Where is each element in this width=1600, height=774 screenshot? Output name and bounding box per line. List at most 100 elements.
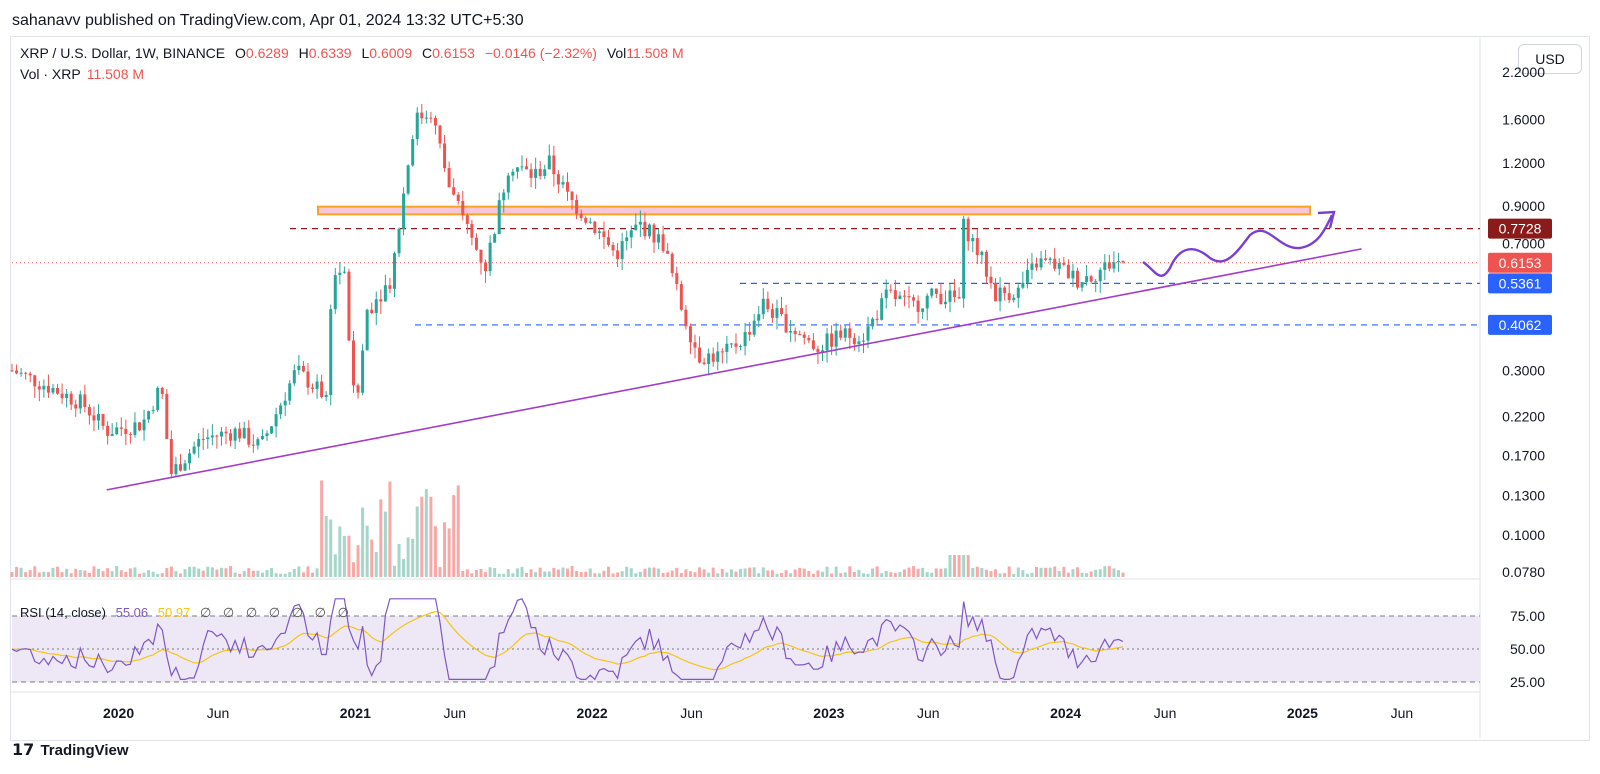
volume-bar	[884, 570, 888, 577]
candle-body	[56, 387, 60, 394]
rsi-label[interactable]: RSI (14, close)	[20, 605, 106, 620]
candle-body	[229, 433, 233, 441]
volume-bar	[1007, 566, 1011, 577]
currency-button[interactable]: USD	[1518, 44, 1582, 74]
volume-bar	[301, 572, 305, 577]
close-value: 0.6153	[432, 45, 475, 61]
resistance-zone	[317, 205, 1311, 216]
volume-bar	[975, 566, 979, 577]
price-tag-label: 0.4062	[1499, 317, 1542, 333]
candle-body	[670, 253, 674, 274]
volume-bar	[447, 528, 451, 577]
price-tick-label: 0.9000	[1502, 198, 1545, 214]
candle-body	[411, 139, 415, 166]
candle-body	[110, 434, 114, 437]
candle-body	[347, 271, 351, 341]
candle-body	[716, 351, 720, 362]
candle-body	[306, 371, 310, 388]
price-tick-label: 0.1000	[1502, 527, 1545, 543]
candle-body	[188, 453, 192, 464]
volume-bar	[1107, 566, 1111, 577]
candle-body	[866, 326, 870, 341]
volume-bar	[1116, 570, 1120, 577]
volume-bar	[69, 573, 73, 577]
volume-bar	[720, 568, 724, 577]
volume-bar	[92, 566, 96, 577]
candle-body	[930, 288, 934, 296]
candle-body	[761, 298, 765, 315]
time-axis-label: 2020	[103, 705, 134, 721]
volume-bar	[128, 568, 132, 577]
volume-bar	[784, 570, 788, 577]
candle-body	[511, 171, 515, 176]
candle-body	[370, 309, 374, 314]
volume-bar	[588, 568, 592, 577]
rsi-level-label: 25.00	[1510, 674, 1545, 690]
candle-body	[629, 230, 633, 238]
volume-bar	[210, 567, 214, 577]
volume-bar	[178, 573, 182, 577]
volume-bar	[260, 572, 264, 577]
candle-body	[811, 340, 815, 349]
candle-body	[934, 288, 938, 294]
candle-body	[830, 333, 834, 347]
price-tick-label: 0.1300	[1502, 488, 1545, 504]
candle-body	[165, 394, 169, 439]
candle-body	[424, 117, 428, 119]
candle-body	[1066, 264, 1070, 279]
volume-bar	[19, 567, 23, 577]
volume-bar	[238, 573, 242, 577]
candle-body	[1103, 262, 1107, 270]
candle-body	[1030, 263, 1034, 270]
volume-bar	[616, 572, 620, 577]
candle-body	[402, 193, 406, 229]
volume-bar	[406, 537, 410, 577]
volume-bar	[871, 568, 875, 577]
candle-body	[912, 297, 916, 301]
candle-body	[611, 244, 615, 251]
volume-bar	[766, 570, 770, 577]
volume-bar	[215, 569, 219, 577]
volume-bar	[716, 573, 720, 577]
candle-body	[593, 221, 597, 233]
symbol-title[interactable]: XRP / U.S. Dollar, 1W, BINANCE	[20, 45, 226, 61]
volume-bar	[597, 573, 601, 577]
candle-body	[429, 117, 433, 119]
volume-bar	[861, 573, 865, 577]
volume-bar	[593, 573, 597, 577]
volume-bar	[329, 519, 333, 577]
candle-body	[156, 387, 160, 411]
volume-bar	[110, 571, 114, 577]
volume-bar	[1057, 571, 1061, 577]
price-tag-label: 0.5361	[1499, 275, 1542, 291]
volume-bar	[948, 555, 952, 577]
volume-bar	[201, 570, 205, 577]
volume-bar	[502, 573, 506, 577]
tradingview-footer[interactable]: 𝟭𝟳 TradingView	[12, 740, 129, 760]
candle-body	[989, 276, 993, 284]
candle-body	[1021, 282, 1025, 288]
volume-bar	[643, 568, 647, 577]
volume-bar	[78, 570, 82, 577]
candle-body	[893, 290, 897, 300]
volume-row-label[interactable]: Vol · XRP	[20, 66, 81, 82]
candle-body	[251, 444, 255, 446]
volume-bar	[579, 572, 583, 577]
candle-body	[315, 381, 319, 389]
volume-bar	[24, 572, 28, 577]
candle-body	[270, 426, 274, 434]
volume-bar	[907, 567, 911, 577]
candle-body	[857, 341, 861, 345]
volume-bar	[443, 522, 447, 577]
candle-body	[420, 112, 424, 119]
volume-bar	[147, 570, 151, 577]
candle-body	[515, 167, 519, 172]
volume-bar	[1030, 572, 1034, 577]
candle-body	[10, 370, 14, 372]
price-tick-label: 0.3000	[1502, 362, 1545, 378]
volume-bar	[429, 496, 433, 577]
candle-body	[356, 385, 360, 393]
candle-body	[552, 155, 556, 175]
volume-bar	[270, 568, 274, 577]
